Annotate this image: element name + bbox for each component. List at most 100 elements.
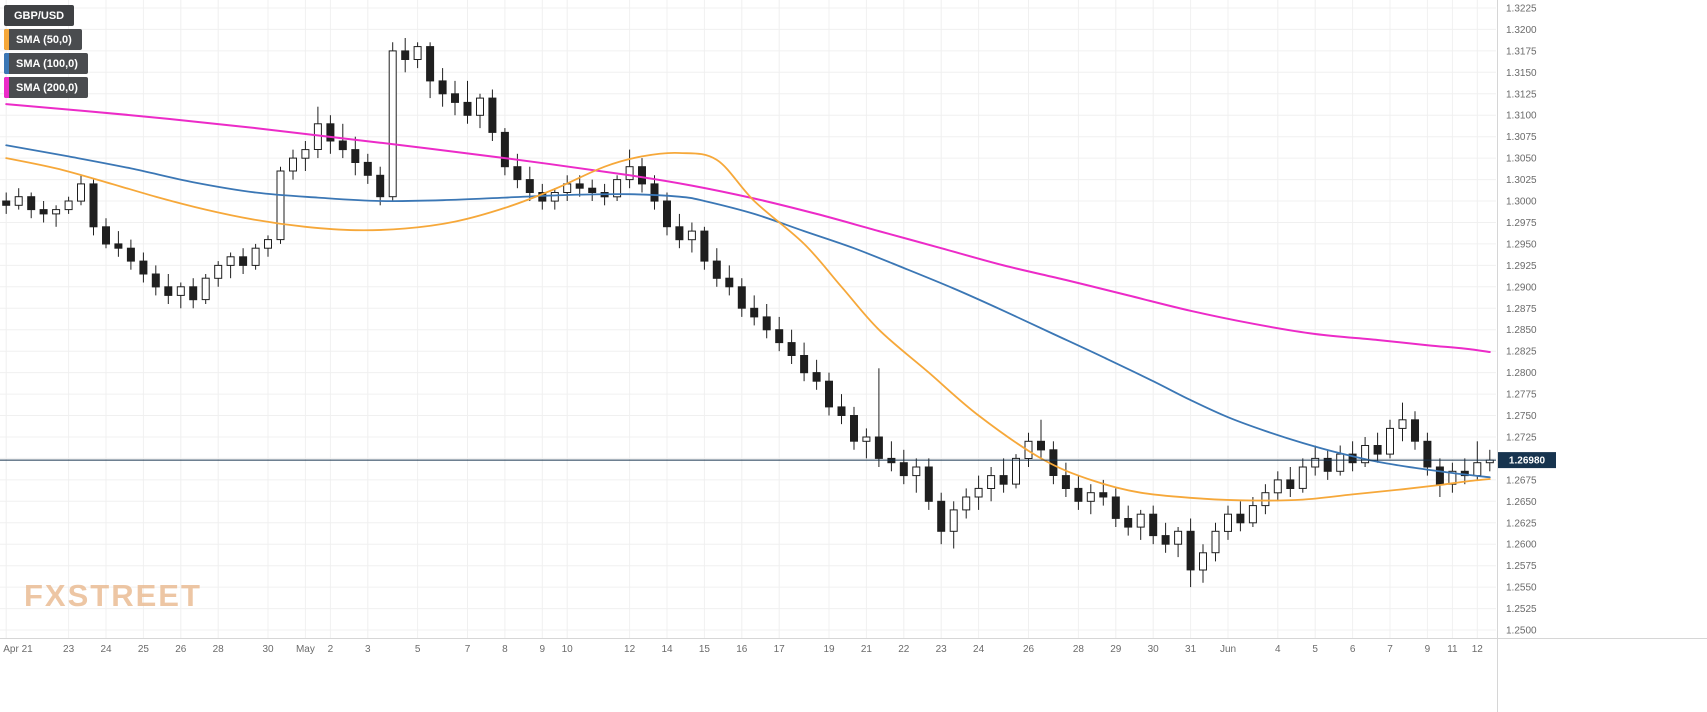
candle[interactable] bbox=[251, 243, 260, 270]
candle[interactable] bbox=[625, 149, 634, 189]
candle[interactable] bbox=[887, 441, 896, 472]
candle[interactable] bbox=[1161, 522, 1170, 553]
candle[interactable] bbox=[14, 188, 23, 210]
candle[interactable] bbox=[376, 166, 385, 206]
candle[interactable] bbox=[338, 123, 347, 159]
candle[interactable] bbox=[1386, 419, 1394, 459]
candle[interactable] bbox=[1261, 484, 1270, 515]
legend-item-sma200[interactable]: SMA (200,0) bbox=[4, 77, 88, 98]
candle[interactable] bbox=[937, 492, 946, 545]
candle[interactable] bbox=[476, 93, 484, 129]
candle[interactable] bbox=[999, 458, 1008, 493]
candle[interactable] bbox=[126, 239, 135, 270]
candle[interactable] bbox=[675, 213, 684, 249]
candle[interactable] bbox=[1086, 484, 1095, 515]
candle[interactable] bbox=[663, 192, 671, 236]
candle[interactable] bbox=[912, 458, 921, 493]
candle[interactable] bbox=[837, 394, 846, 425]
candle[interactable] bbox=[1411, 411, 1419, 450]
candle[interactable] bbox=[575, 175, 584, 197]
candle[interactable] bbox=[1149, 505, 1158, 545]
candle[interactable] bbox=[500, 128, 509, 176]
candle[interactable] bbox=[613, 175, 622, 201]
candle[interactable] bbox=[1136, 509, 1145, 540]
candle[interactable] bbox=[850, 406, 858, 450]
candle[interactable] bbox=[700, 226, 709, 270]
candle[interactable] bbox=[1435, 458, 1444, 497]
candle[interactable] bbox=[326, 115, 335, 154]
candle[interactable] bbox=[1373, 432, 1382, 463]
candle[interactable] bbox=[239, 248, 248, 274]
candle[interactable] bbox=[924, 458, 933, 510]
candle[interactable] bbox=[874, 368, 883, 467]
candle[interactable] bbox=[750, 295, 759, 326]
candle[interactable] bbox=[550, 188, 559, 210]
candle[interactable] bbox=[525, 166, 534, 201]
candle[interactable] bbox=[775, 316, 784, 352]
sma-200-line[interactable] bbox=[5, 103, 1491, 353]
candle[interactable] bbox=[825, 372, 833, 416]
candle[interactable] bbox=[1286, 467, 1295, 497]
candle[interactable] bbox=[737, 278, 746, 317]
candle[interactable] bbox=[974, 475, 983, 510]
candle[interactable] bbox=[289, 149, 297, 180]
candle[interactable] bbox=[77, 175, 85, 206]
price-axis[interactable]: 1.3225 1.3200 1.3175 1.3150 1.3125 1.3100 1.30… bbox=[1506, 4, 1537, 637]
candle[interactable] bbox=[1298, 458, 1307, 493]
candle[interactable] bbox=[214, 261, 223, 287]
candle[interactable] bbox=[762, 304, 771, 339]
candle[interactable] bbox=[39, 201, 48, 223]
candle[interactable] bbox=[1236, 501, 1245, 532]
candle[interactable] bbox=[102, 218, 110, 249]
candle[interactable] bbox=[27, 192, 36, 219]
legend-item-sma100[interactable]: SMA (100,0) bbox=[4, 53, 88, 74]
candle[interactable] bbox=[139, 252, 148, 283]
candle[interactable] bbox=[1174, 527, 1183, 558]
candle[interactable] bbox=[1398, 402, 1407, 442]
candle[interactable] bbox=[962, 488, 971, 519]
candle[interactable] bbox=[949, 501, 958, 549]
candle[interactable] bbox=[463, 80, 472, 124]
candle[interactable] bbox=[1012, 454, 1020, 489]
candle[interactable] bbox=[712, 248, 721, 287]
candle[interactable] bbox=[1186, 518, 1195, 588]
candle[interactable] bbox=[64, 196, 73, 214]
symbol-badge[interactable]: GBP/USD bbox=[4, 5, 75, 26]
candle[interactable] bbox=[2, 192, 11, 214]
candle[interactable] bbox=[451, 80, 459, 116]
candle[interactable] bbox=[413, 42, 422, 69]
time-axis[interactable]: Apr 21 23 24 25 26 28 30 May 2 3 5 7 8 9 10 12 14 15 16 17 1… bbox=[3, 644, 1483, 655]
candle[interactable] bbox=[1061, 462, 1070, 497]
candle[interactable] bbox=[1448, 462, 1457, 493]
candle[interactable] bbox=[1199, 544, 1207, 583]
candle[interactable] bbox=[363, 153, 372, 184]
candle[interactable] bbox=[1224, 505, 1232, 540]
candle[interactable] bbox=[52, 205, 61, 227]
candle[interactable] bbox=[800, 342, 809, 382]
candle[interactable] bbox=[1323, 449, 1332, 480]
candle[interactable] bbox=[725, 265, 734, 296]
candle[interactable] bbox=[1037, 419, 1045, 459]
candle[interactable] bbox=[1111, 488, 1120, 527]
candle[interactable] bbox=[276, 166, 285, 244]
candle[interactable] bbox=[1211, 522, 1220, 562]
candle[interactable] bbox=[638, 158, 646, 193]
sma-50-line[interactable] bbox=[5, 151, 1491, 502]
sma-100-line[interactable] bbox=[5, 144, 1491, 479]
candle[interactable] bbox=[1361, 437, 1370, 467]
candle[interactable] bbox=[189, 278, 198, 309]
candle[interactable] bbox=[388, 42, 397, 201]
candle[interactable] bbox=[1248, 497, 1257, 527]
candle[interactable] bbox=[164, 274, 173, 304]
candle[interactable] bbox=[588, 179, 597, 201]
candle[interactable] bbox=[687, 222, 696, 253]
candle[interactable] bbox=[1074, 475, 1083, 510]
candle[interactable] bbox=[1273, 471, 1282, 502]
candle[interactable] bbox=[264, 235, 272, 257]
candle[interactable] bbox=[301, 141, 310, 171]
candle[interactable] bbox=[438, 68, 447, 107]
candle[interactable] bbox=[313, 106, 322, 159]
candle[interactable] bbox=[899, 449, 908, 485]
candle[interactable] bbox=[351, 136, 360, 176]
